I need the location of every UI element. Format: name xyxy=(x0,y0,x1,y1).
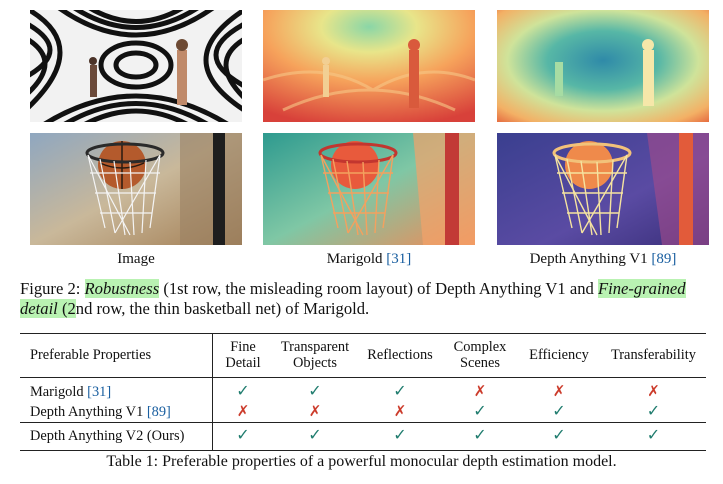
check-icon: ✓ xyxy=(473,403,487,420)
row-method-name: Marigold [31] xyxy=(20,377,213,402)
cross-icon: ✗ xyxy=(236,404,250,420)
table-body: Marigold [31] ✓ ✓ ✓ ✗ ✗ ✗ Depth Anything V1 [89… xyxy=(20,377,706,451)
check-icon: ✓ xyxy=(236,383,250,400)
table-row: Marigold [31] ✓ ✓ ✓ ✗ ✗ ✗ xyxy=(20,377,706,402)
table-caption: Table 1: Preferable properties of a powe… xyxy=(106,453,617,470)
row-method-name: Depth Anything V2 (Ours) xyxy=(20,422,213,451)
cross-icon: ✗ xyxy=(647,384,660,400)
check-icon: ✓ xyxy=(646,427,661,444)
check-icon: ✓ xyxy=(393,383,407,400)
table-row: Depth Anything V2 (Ours) ✓ ✓ ✓ ✓ ✓ ✓ xyxy=(20,422,706,451)
check-icon: ✓ xyxy=(552,427,566,444)
marigold-depth-room xyxy=(263,10,475,122)
header-complex-scenes: Complex Scenes xyxy=(453,339,507,371)
table-row: Depth Anything V1 [89] ✗ ✗ ✗ ✓ ✓ ✓ xyxy=(20,402,706,423)
header-preferable-properties: Preferable Properties xyxy=(20,333,213,378)
column-label-marigold: Marigold [31] xyxy=(326,251,412,267)
basketball-photo xyxy=(30,133,242,245)
column-label-image: Image xyxy=(117,251,155,267)
cross-icon: ✗ xyxy=(393,404,407,420)
depth-anything-v1-basketball xyxy=(497,133,709,245)
room-photo xyxy=(30,10,242,122)
header-transferability: Transferability xyxy=(610,347,696,363)
check-icon: ✓ xyxy=(473,427,487,444)
cross-icon: ✗ xyxy=(308,404,322,420)
check-icon: ✓ xyxy=(236,427,250,444)
header-fine-detail: Fine Detail xyxy=(225,339,261,371)
cross-icon: ✗ xyxy=(552,384,566,400)
header-efficiency: Efficiency xyxy=(529,347,589,363)
check-icon: ✓ xyxy=(308,383,322,400)
row-method-name: Depth Anything V1 [89] xyxy=(20,402,213,423)
check-icon: ✓ xyxy=(308,427,322,444)
marigold-depth-basketball xyxy=(263,133,475,245)
cross-icon: ✗ xyxy=(473,384,487,400)
figure-caption: Figure 2: Robustness (1st row, the misle… xyxy=(20,279,686,318)
column-label-depth-anything-v1: Depth Anything V1 [89] xyxy=(529,251,677,267)
depth-anything-v1-room xyxy=(497,10,709,122)
check-icon: ✓ xyxy=(393,427,407,444)
check-icon: ✓ xyxy=(646,403,661,420)
properties-table: Preferable Properties Fine Detail Transp… xyxy=(20,333,706,451)
header-reflections: Reflections xyxy=(367,347,433,363)
check-icon: ✓ xyxy=(552,403,566,420)
header-transparent-objects: Transparent Objects xyxy=(280,339,350,371)
